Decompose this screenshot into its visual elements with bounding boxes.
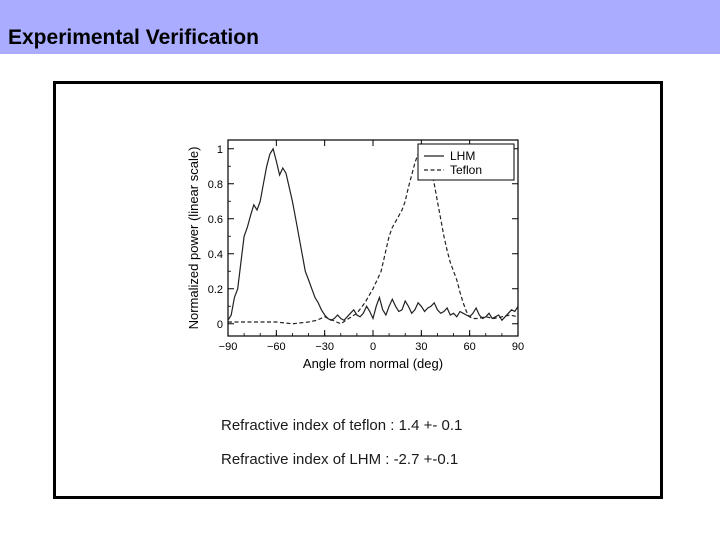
legend-label-lhm: LHM	[450, 149, 475, 163]
caption-teflon: Refractive index of teflon : 1.4 +- 0.1	[221, 417, 463, 434]
x-tick-label: 90	[512, 341, 524, 353]
x-tick-label: −90	[219, 341, 238, 353]
legend-label-teflon: Teflon	[450, 163, 482, 177]
x-tick-label: 0	[370, 341, 376, 353]
x-axis-label: Angle from normal (deg)	[303, 356, 443, 371]
caption-lhm: Refractive index of LHM : -2.7 +-0.1	[221, 451, 459, 468]
y-tick-label: 1	[217, 144, 223, 156]
y-tick-label: 0.4	[208, 249, 223, 261]
y-tick-label: 0.8	[208, 179, 223, 191]
y-tick-label: 0	[217, 319, 223, 331]
content-panel	[53, 81, 663, 499]
x-tick-label: 30	[415, 341, 427, 353]
page-title: Experimental Verification	[8, 26, 259, 49]
y-tick-label: 0.2	[208, 284, 223, 296]
title-bar: Experimental Verification	[0, 0, 720, 54]
chart: −90 −60 −30 0 30 60 90 0 0.2 0.4 0.6 0.8 1 Angle from…	[186, 139, 524, 371]
x-tick-label: −30	[315, 341, 334, 353]
y-tick-label: 0.6	[208, 214, 223, 226]
x-tick-label: −60	[267, 341, 286, 353]
x-tick-label: 60	[464, 341, 476, 353]
legend-box	[417, 143, 515, 181]
y-axis-label: Normalized power (linear scale)	[186, 147, 201, 330]
series-line-teflon	[228, 148, 519, 325]
